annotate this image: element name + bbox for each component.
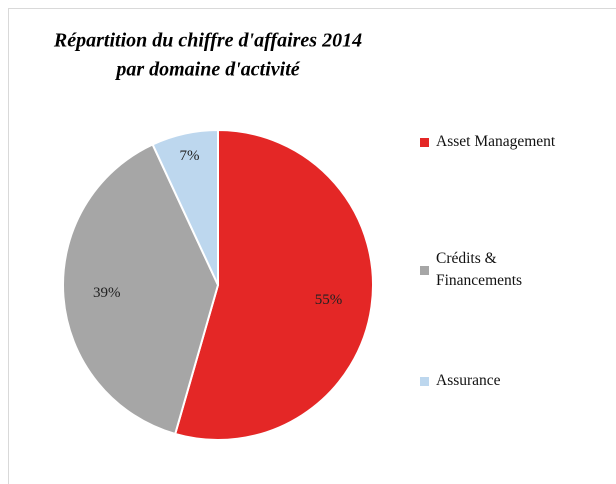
- legend-swatch: [420, 265, 429, 275]
- pie-slice: [151, 128, 219, 286]
- data-label: 39%: [93, 285, 121, 301]
- legend-item: Crédits & Financements: [420, 248, 600, 292]
- data-label: 7%: [180, 148, 200, 164]
- data-label: 55%: [315, 292, 343, 308]
- chart-title: par domaine d'activité: [114, 59, 300, 81]
- legend-label: Assurance: [436, 372, 501, 389]
- chart-border: [8, 8, 616, 484]
- chart-title: Répartition du chiffre d'affaires 2014: [53, 30, 362, 52]
- legend-swatch: [420, 376, 429, 386]
- legend-label: Crédits & Financements: [436, 250, 523, 289]
- legend-item: Asset Management: [420, 131, 600, 153]
- pie-slice: [62, 143, 220, 436]
- legend-label: Asset Management: [436, 133, 556, 150]
- pie-slice: [173, 128, 374, 441]
- legend-swatch: [420, 137, 429, 147]
- legend-item: Assurance: [420, 370, 600, 392]
